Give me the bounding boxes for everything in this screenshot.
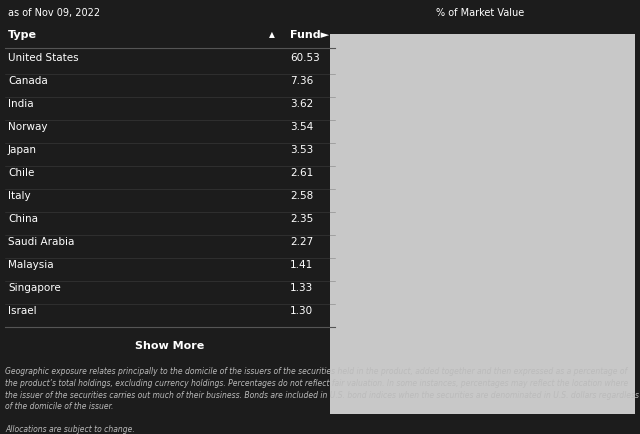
Text: 2.27: 2.27 (290, 237, 313, 247)
Text: United States: United States (8, 53, 79, 63)
Text: 2.35: 2.35 (290, 214, 313, 224)
Text: 7.36: 7.36 (290, 76, 313, 86)
Text: Singapore: Singapore (8, 283, 61, 293)
Text: Saudi Arabia: Saudi Arabia (8, 237, 74, 247)
Text: Israel: Israel (8, 306, 36, 316)
Text: ▲: ▲ (269, 30, 275, 39)
Text: Show More: Show More (136, 341, 205, 351)
Text: Norway: Norway (8, 122, 47, 132)
Text: Chile: Chile (8, 168, 35, 178)
Text: Canada: Canada (8, 76, 48, 86)
Text: 60.53: 60.53 (290, 53, 320, 63)
Text: Fund►: Fund► (290, 30, 329, 40)
Text: Italy: Italy (8, 191, 31, 201)
Bar (330, 34, 635, 414)
Text: as of Nov 09, 2022: as of Nov 09, 2022 (8, 8, 100, 18)
Text: 3.53: 3.53 (290, 145, 313, 155)
Text: Japan: Japan (8, 145, 37, 155)
Text: 3.62: 3.62 (290, 99, 313, 109)
Text: China: China (8, 214, 38, 224)
Text: 2.61: 2.61 (290, 168, 313, 178)
Text: Allocations are subject to change.: Allocations are subject to change. (5, 425, 135, 434)
Text: India: India (8, 99, 34, 109)
Text: % of Market Value: % of Market Value (436, 8, 524, 18)
Text: Type: Type (8, 30, 37, 40)
Text: 3.54: 3.54 (290, 122, 313, 132)
Text: 2.58: 2.58 (290, 191, 313, 201)
Text: 1.30: 1.30 (290, 306, 313, 316)
Text: Geographic exposure relates principally to the domicile of the issuers of the se: Geographic exposure relates principally … (5, 367, 639, 411)
Text: 1.41: 1.41 (290, 260, 313, 270)
Text: Malaysia: Malaysia (8, 260, 54, 270)
Text: 1.33: 1.33 (290, 283, 313, 293)
